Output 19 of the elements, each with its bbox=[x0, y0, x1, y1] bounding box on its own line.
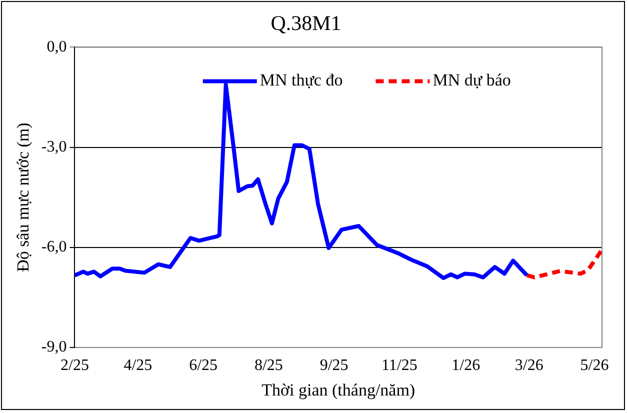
x-tick-label: 3/26 bbox=[514, 357, 544, 374]
x-tick-label: 9/25 bbox=[320, 357, 348, 374]
x-tick-label: 4/25 bbox=[124, 357, 152, 374]
line-series bbox=[524, 248, 602, 280]
x-axis-title: Thời gian (tháng/năm) bbox=[262, 380, 416, 400]
y-tick-label: -3,0 bbox=[41, 138, 67, 156]
x-tick-label: 6/25 bbox=[189, 357, 218, 374]
x-tick-label: 8/25 bbox=[254, 357, 283, 374]
y-tick-label: -9,0 bbox=[41, 338, 67, 356]
x-tick-label: 1/26 bbox=[452, 357, 480, 374]
chart-title: Q.38M1 bbox=[270, 11, 342, 36]
legend-label: MN dự báo bbox=[432, 70, 511, 90]
y-axis-title: Độ sâu mực nước (m) bbox=[14, 122, 33, 272]
y-tick-label: -6,0 bbox=[41, 238, 67, 256]
legend-label: MN thực đo bbox=[260, 70, 343, 90]
y-tick-label: 0,0 bbox=[46, 38, 67, 56]
x-tick-label: 11/25 bbox=[382, 357, 418, 374]
x-tick-label: 5/26 bbox=[580, 357, 609, 374]
x-tick-label: 2/25 bbox=[60, 357, 89, 374]
